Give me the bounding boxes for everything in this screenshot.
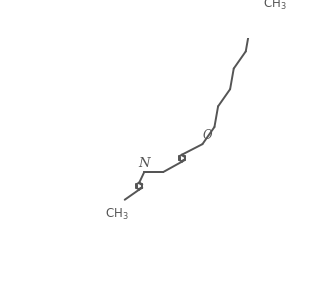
Text: CH$_3$: CH$_3$ [263,0,286,12]
Text: O: O [203,129,213,142]
Text: CH$_3$: CH$_3$ [105,207,128,222]
Text: N: N [138,157,149,170]
